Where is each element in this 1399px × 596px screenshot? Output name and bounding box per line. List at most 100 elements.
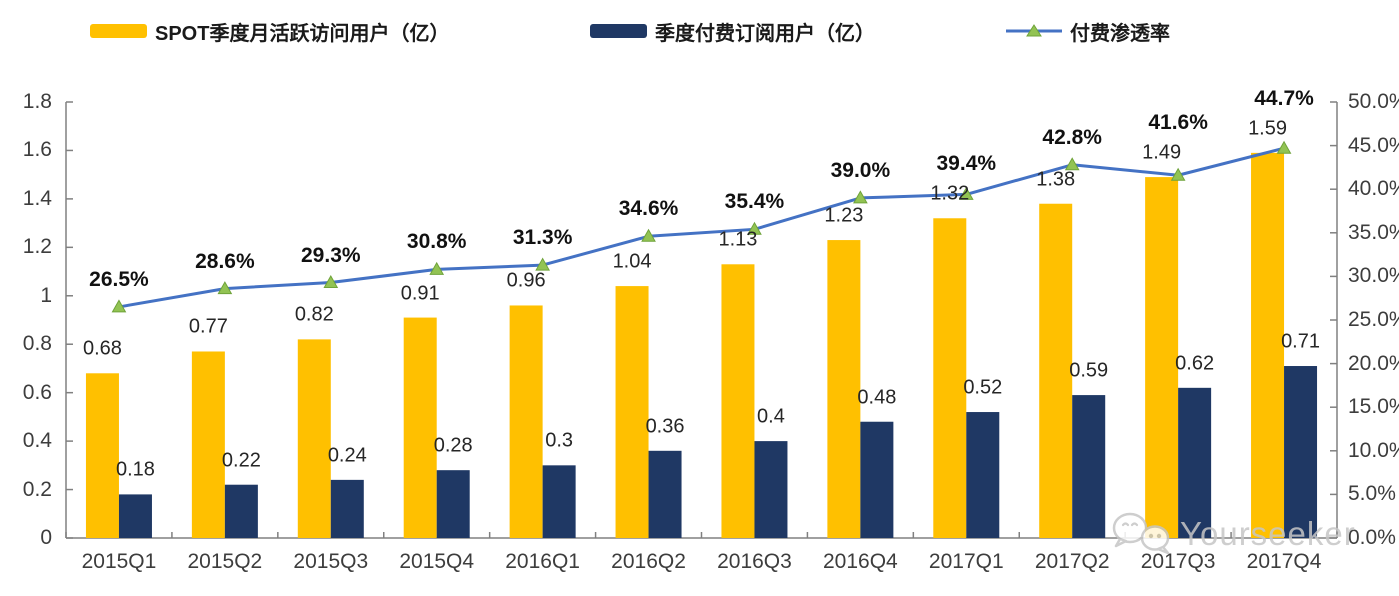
mau-bar <box>933 218 967 538</box>
legend-item-subscribers: 季度付费订阅用户（亿） <box>590 16 875 46</box>
mau-bar <box>721 264 755 538</box>
penetration-pct-label: 28.6% <box>195 249 255 273</box>
penetration-pct-label: 35.4% <box>724 190 785 214</box>
triangle-marker-icon <box>429 261 445 275</box>
penetration-pct-label: 29.3% <box>301 243 361 267</box>
category-label: 2016Q3 <box>717 550 792 573</box>
left-axis-tick-label: 0.4 <box>22 429 52 453</box>
right-axis-tick-label: 25.0% <box>1348 308 1399 331</box>
subscribers-bar <box>436 470 470 538</box>
mau-value-label: 1.04 <box>612 250 652 273</box>
subscribers-bar <box>1178 387 1212 538</box>
left-axis-tick-label: 0.6 <box>22 380 52 404</box>
right-axis-tick-label: 45.0% <box>1348 133 1399 157</box>
right-axis-tick-label: 20.0% <box>1348 351 1399 375</box>
subscribers-bar <box>860 421 894 538</box>
subscribers-bar <box>118 494 152 538</box>
category-label: 2016Q4 <box>823 550 898 573</box>
mau-bar <box>297 339 331 538</box>
subscribers-bar <box>1284 366 1318 538</box>
subscribers-value-label: 0.71 <box>1281 330 1320 353</box>
triangle-marker-icon <box>958 186 974 200</box>
subscribers-value-label: 0.59 <box>1069 359 1109 382</box>
subscribers-value-label: 0.22 <box>221 449 261 472</box>
left-axis-tick-label: 1.8 <box>22 90 52 113</box>
subscribers-bar-swatch-icon <box>590 24 647 38</box>
subscribers-value-label: 0.18 <box>115 458 155 481</box>
category-label: 2016Q1 <box>505 550 580 573</box>
penetration-pct-label: 42.8% <box>1042 125 1102 149</box>
subscribers-bar <box>542 465 576 538</box>
left-axis-tick-label: 1.2 <box>22 235 52 259</box>
triangle-marker-icon <box>1170 167 1186 181</box>
triangle-marker-icon <box>1276 140 1292 154</box>
category-label: 2015Q4 <box>399 550 475 573</box>
category-label: 2017Q1 <box>928 550 1004 573</box>
legend-label-subscribers: 季度付费订阅用户（亿） <box>655 22 875 45</box>
triangle-marker-icon <box>535 257 550 271</box>
legend-item-mau: SPOT季度月活跃访问用户（亿） <box>90 16 449 46</box>
mau-bar-swatch-icon <box>90 24 147 38</box>
triangle-marker-icon <box>111 299 127 313</box>
triangle-marker-icon <box>853 190 868 204</box>
mau-bar <box>1145 177 1179 539</box>
mau-value-label: 1.38 <box>1036 168 1076 191</box>
subscribers-bar <box>648 450 682 538</box>
mau-bar <box>1039 203 1073 538</box>
mau-value-label: 1.49 <box>1142 141 1182 164</box>
right-axis-tick-label: 5.0% <box>1348 482 1396 506</box>
triangle-marker-icon <box>641 228 656 242</box>
subscribers-bar <box>1072 395 1106 538</box>
subscribers-value-label: 0.3 <box>545 429 574 452</box>
right-axis-tick-label: 10.0% <box>1348 438 1399 462</box>
right-axis-tick-label: 40.0% <box>1348 177 1399 201</box>
penetration-pct-label: 30.8% <box>406 230 467 254</box>
subscribers-value-label: 0.62 <box>1175 352 1215 375</box>
mau-bar <box>827 240 861 539</box>
triangle-marker-icon <box>1064 157 1080 171</box>
subscribers-value-label: 0.4 <box>757 405 785 428</box>
subscribers-value-label: 0.52 <box>963 376 1003 399</box>
category-label: 2015Q1 <box>81 550 157 573</box>
mau-bar <box>85 373 119 538</box>
penetration-pct-label: 34.6% <box>618 197 679 221</box>
subscribers-bar <box>754 441 788 538</box>
triangle-marker-icon <box>217 281 233 295</box>
mau-value-label: 0.77 <box>188 315 228 338</box>
category-label: 2017Q2 <box>1034 550 1110 573</box>
mau-value-label: 1.13 <box>718 228 758 251</box>
penetration-pct-label: 39.4% <box>936 152 997 176</box>
right-axis-tick-label: 50.0% <box>1348 90 1399 113</box>
mau-value-label: 1.59 <box>1248 117 1287 140</box>
watermark-text: Yourseeker <box>1180 515 1356 552</box>
right-axis-tick-label: 30.0% <box>1348 264 1399 288</box>
penetration-pct-label: 44.7% <box>1254 86 1314 110</box>
left-axis-tick-label: 0.2 <box>22 477 52 501</box>
line-marker-swatch-icon <box>1006 24 1062 37</box>
penetration-pct-label: 41.6% <box>1148 111 1208 135</box>
subscribers-bar <box>966 412 1000 538</box>
mau-bar <box>191 351 225 538</box>
subscribers-value-label: 0.36 <box>645 415 685 438</box>
penetration-pct-label: 39.0% <box>830 158 891 182</box>
mau-value-label: 1.32 <box>930 182 970 205</box>
right-axis-tick-label: 15.0% <box>1348 395 1399 419</box>
mau-bar <box>1251 152 1285 538</box>
mau-value-label: 0.96 <box>506 269 546 292</box>
penetration-line <box>118 146 1285 309</box>
penetration-pct-label: 31.3% <box>512 226 573 250</box>
watermark: Yourseeker <box>1108 508 1356 560</box>
right-axis-tick-label: 0.0% <box>1348 526 1396 549</box>
subscribers-bar <box>224 484 258 538</box>
mau-bar <box>615 286 649 538</box>
right-axis-tick-label: 35.0% <box>1348 220 1399 244</box>
legend-item-penetration: 付费渗透率 <box>1006 16 1170 46</box>
left-axis-tick-label: 0.8 <box>22 332 52 356</box>
legend-label-penetration: 付费渗透率 <box>1070 22 1170 45</box>
mau-value-label: 0.82 <box>294 303 334 326</box>
category-label: 2017Q3 <box>1140 550 1216 573</box>
subscribers-bar <box>330 479 364 538</box>
category-label: 2015Q3 <box>293 550 369 573</box>
